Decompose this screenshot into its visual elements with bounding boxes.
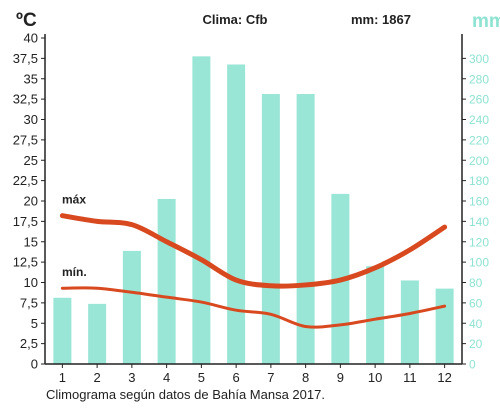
right-tick-label: 0 bbox=[469, 358, 476, 372]
left-tick-label: 40 bbox=[24, 31, 38, 46]
right-tick-label: 120 bbox=[469, 235, 489, 249]
left-tick-label: 10 bbox=[24, 275, 38, 290]
precip-bar-2 bbox=[88, 303, 107, 364]
x-tick-label: 8 bbox=[302, 370, 309, 385]
chart-caption: Climograma según datos de Bahía Mansa 20… bbox=[46, 387, 325, 402]
right-axis-unit: mm bbox=[472, 11, 500, 32]
left-tick-label: 32,5 bbox=[13, 92, 38, 107]
lines-layer bbox=[59, 213, 448, 329]
left-tick-label: 30 bbox=[24, 112, 38, 127]
temp-max-label: máx bbox=[62, 193, 86, 207]
chart-title-climate: Clima: Cfb bbox=[203, 12, 268, 27]
precip-bar-3 bbox=[122, 250, 141, 364]
right-tick-label: 60 bbox=[469, 296, 483, 310]
precip-bar-8 bbox=[296, 94, 315, 364]
left-tick-label: 27,5 bbox=[13, 132, 38, 147]
temp-min-label: mín. bbox=[62, 265, 87, 279]
left-tick-label: 37,5 bbox=[13, 51, 38, 66]
x-tick-label: 1 bbox=[59, 370, 66, 385]
right-tick-label: 80 bbox=[469, 276, 483, 290]
x-tick-label: 3 bbox=[128, 370, 135, 385]
right-tick-label: 140 bbox=[469, 215, 489, 229]
left-tick-label: 15 bbox=[24, 234, 38, 249]
precip-bar-11 bbox=[400, 280, 419, 364]
x-tick-label: 10 bbox=[368, 370, 382, 385]
right-tick-label: 40 bbox=[469, 317, 483, 331]
left-tick-label: 2,5 bbox=[20, 336, 38, 351]
chart-title-precipitation: mm: 1867 bbox=[351, 12, 411, 27]
bars-layer bbox=[53, 56, 454, 365]
left-tick-label: 22,5 bbox=[13, 173, 38, 188]
precip-bar-1 bbox=[53, 297, 72, 364]
x-tick-label: 7 bbox=[267, 370, 274, 385]
x-tick-label: 12 bbox=[437, 370, 451, 385]
right-tick-label: 280 bbox=[469, 72, 489, 86]
right-tick-label: 300 bbox=[469, 52, 489, 66]
x-tick-label: 2 bbox=[94, 370, 101, 385]
axes-layer bbox=[41, 34, 466, 368]
right-tick-label: 180 bbox=[469, 174, 489, 188]
precip-bar-7 bbox=[261, 94, 280, 364]
x-tick-label: 11 bbox=[403, 370, 417, 385]
right-tick-label: 200 bbox=[469, 154, 489, 168]
right-tick-label: 160 bbox=[469, 195, 489, 209]
left-tick-label: 20 bbox=[24, 194, 38, 209]
precip-bar-6 bbox=[227, 64, 246, 365]
right-tick-label: 260 bbox=[469, 93, 489, 107]
x-tick-label: 9 bbox=[337, 370, 344, 385]
precip-bar-12 bbox=[435, 288, 454, 364]
temp-min-line bbox=[60, 286, 447, 329]
precip-bar-4 bbox=[157, 198, 176, 364]
left-tick-label: 17,5 bbox=[13, 214, 38, 229]
x-tick-label: 5 bbox=[198, 370, 205, 385]
labels-layer: máxmín.02,557,51012,51517,52022,52527,53… bbox=[13, 31, 490, 386]
right-tick-label: 100 bbox=[469, 256, 489, 270]
right-tick-label: 20 bbox=[469, 337, 483, 351]
temp-max-line bbox=[59, 213, 448, 289]
left-tick-label: 25 bbox=[24, 153, 38, 168]
x-tick-label: 6 bbox=[233, 370, 240, 385]
left-tick-label: 12,5 bbox=[13, 255, 38, 270]
precip-bar-10 bbox=[366, 266, 385, 364]
right-tick-label: 240 bbox=[469, 113, 489, 127]
x-tick-label: 4 bbox=[163, 370, 170, 385]
precip-bar-5 bbox=[192, 56, 211, 365]
left-tick-label: 0 bbox=[31, 357, 38, 372]
left-tick-label: 7,5 bbox=[20, 295, 38, 310]
right-tick-label: 220 bbox=[469, 133, 489, 147]
left-tick-label: 5 bbox=[31, 316, 38, 331]
left-tick-label: 35 bbox=[24, 71, 38, 86]
left-axis-unit: ºC bbox=[16, 10, 37, 31]
